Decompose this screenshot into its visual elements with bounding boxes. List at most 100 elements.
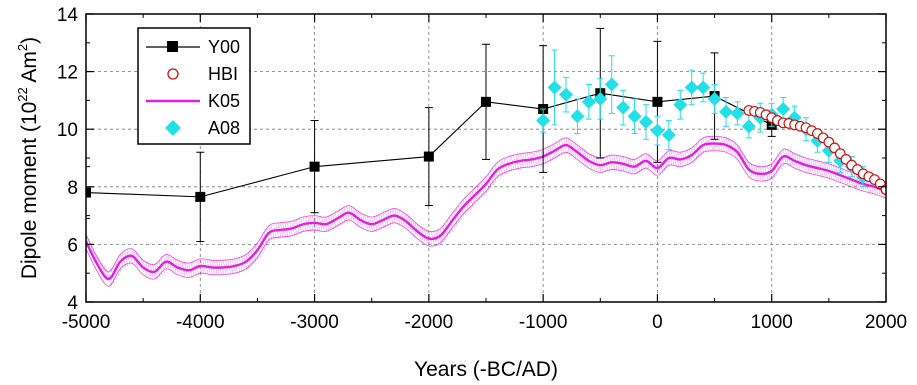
k05-hatch-line <box>652 157 657 173</box>
y-tick-label: 6 <box>67 235 78 256</box>
k05-hatch-line <box>666 152 670 168</box>
y-tick-label: 10 <box>57 120 78 141</box>
x-tick-label: 0 <box>652 312 663 333</box>
k05-hatch-line <box>264 232 268 248</box>
k05-hatch-line <box>755 164 759 180</box>
k05-hatch-line <box>492 168 497 183</box>
k05-hatch-line <box>261 235 266 251</box>
a08-diamond-marker <box>604 77 619 92</box>
a08-diamond-marker <box>707 91 722 106</box>
k05-hatch-line <box>163 256 167 271</box>
k05-hatch-line <box>161 258 165 273</box>
k05-hatch-line <box>421 227 426 242</box>
y-axis-title-prefix: Dipole moment (10 <box>18 102 41 279</box>
y-tick-label: 8 <box>67 178 78 199</box>
x-tick-label: -2000 <box>405 312 454 333</box>
y00-square-marker <box>423 151 434 162</box>
x-tick-labels: -5000 -4000 -3000 -2000 -1000 0 1000 2000 <box>62 312 907 333</box>
k05-hatch-line <box>490 170 494 186</box>
y00-square-marker <box>652 96 663 107</box>
y-axis-title-exponent: 22 <box>15 87 30 101</box>
x-tick-label: -4000 <box>176 312 225 333</box>
y00-square-marker <box>481 96 491 107</box>
y-tick-labels: 4 6 8 10 12 14 <box>57 5 79 314</box>
k05-hatch-line <box>776 157 780 173</box>
axis-ticks <box>85 13 887 303</box>
k05-hatch-line <box>698 141 702 157</box>
k05-hatch-line <box>145 261 149 276</box>
a08-diamond-marker <box>536 113 551 128</box>
x-tick-label: -3000 <box>290 312 339 333</box>
k05-hatch-line <box>499 161 503 176</box>
k05-hatch-line <box>561 140 565 155</box>
k05-series <box>86 135 886 287</box>
k05-hatch-line <box>458 205 462 220</box>
y-tick-label: 14 <box>57 5 79 26</box>
k05-hatch-line <box>344 207 348 223</box>
legend-k05-label: K05 <box>208 91 240 111</box>
a08-diamond-marker <box>741 119 756 134</box>
a08-diamond-marker <box>559 87 573 102</box>
a08-diamond-marker <box>593 91 608 106</box>
plot-area <box>86 27 886 287</box>
a08-diamond-marker <box>627 109 642 124</box>
k05-hatch-line <box>266 229 270 244</box>
k05-hatch-line <box>750 163 755 178</box>
legend-y00-square-marker <box>167 41 178 52</box>
y00-square-marker <box>195 191 206 202</box>
k05-hatch-line <box>424 228 428 244</box>
y-axis-title-suffix: ) <box>18 37 41 44</box>
y00-series-line <box>86 92 772 198</box>
x-tick-label: 1000 <box>751 312 793 333</box>
y-axis-title: Dipole moment (1022 Am2) <box>15 37 41 279</box>
x-tick-label: 2000 <box>865 312 907 333</box>
y-axis-title-unit: Am <box>18 51 41 87</box>
y-tick-label: 4 <box>67 293 78 314</box>
y-axis-title-unit-exponent: 2 <box>15 44 30 51</box>
a08-diamond-marker <box>661 127 676 142</box>
a08-diamond-marker <box>547 80 562 95</box>
k05-hatch-line <box>341 208 346 224</box>
y-tick-label: 12 <box>57 63 78 84</box>
k05-hatch-line <box>641 155 645 171</box>
k05-hatch-line <box>780 152 785 167</box>
k05-hatch-line <box>126 250 131 266</box>
k05-hatch-line <box>270 225 275 240</box>
k05-hatch-line <box>129 249 133 265</box>
k05-hatch-line <box>501 159 506 175</box>
k05-hatch-line <box>494 165 499 180</box>
x-axis-title: Years (-BC/AD) <box>414 358 558 381</box>
x-tick-label: -5000 <box>62 312 111 333</box>
a08-diamond-marker <box>570 109 585 124</box>
k05-series-line <box>86 142 886 281</box>
a08-diamond-marker <box>684 80 699 95</box>
k05-hatch-line <box>259 239 263 254</box>
a08-diamond-marker <box>776 102 791 117</box>
legend-hbi-label: HBI <box>208 64 238 84</box>
k05-hatch-line <box>558 141 563 156</box>
k05-hatch-line <box>273 224 277 239</box>
k05-hatch-line <box>117 257 122 273</box>
legend-a08-diamond-marker <box>165 120 181 136</box>
a08-diamond-marker <box>673 97 688 112</box>
a08-diamond-marker <box>730 106 745 121</box>
legend-a08-label: A08 <box>208 118 240 138</box>
y00-square-marker <box>309 161 320 172</box>
k05-hatch-line <box>778 155 782 170</box>
k05-hatch-line <box>106 268 110 284</box>
k05-hatch-line <box>122 253 126 268</box>
k05-hatch-line <box>460 202 465 218</box>
k05-hatch-line <box>456 208 460 223</box>
k05-hatch-line <box>147 261 151 277</box>
a08-diamond-marker <box>696 80 711 95</box>
k05-hatch-line <box>453 211 458 226</box>
k05-hatch-line <box>753 163 757 179</box>
a08-diamond-marker <box>639 115 653 129</box>
a08-diamond-marker <box>581 94 596 109</box>
a08-diamond-marker <box>719 104 733 119</box>
k05-hatch-line <box>124 252 129 267</box>
x-tick-label: -1000 <box>519 312 568 333</box>
legend: Y00 HBI K05 A08 <box>137 27 251 145</box>
y00-square-marker <box>86 187 91 198</box>
